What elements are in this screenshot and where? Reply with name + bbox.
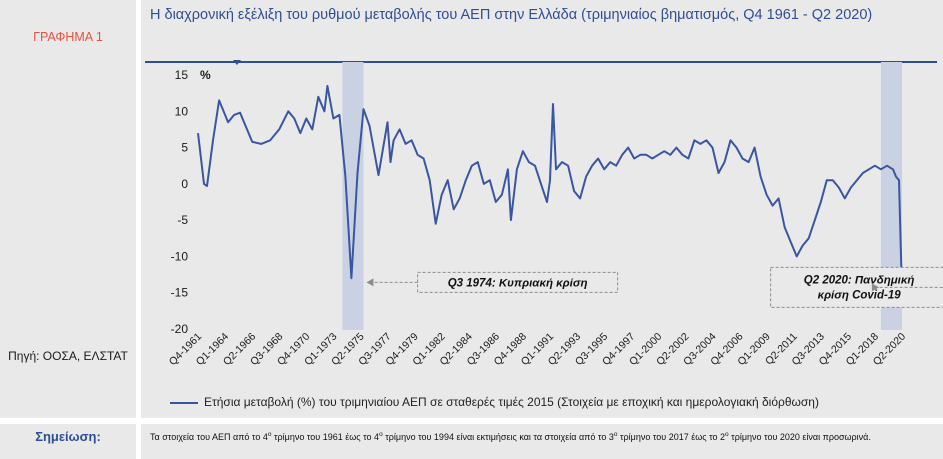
note-text-part: τρίμηνο του 1994 είναι εκτιμήσεις και τα…	[382, 432, 614, 442]
left-column	[0, 0, 136, 418]
note-text-part: Τα στοιχεία του ΑΕΠ από το 4	[150, 432, 268, 442]
legend-swatch	[170, 402, 198, 404]
title-divider	[145, 61, 937, 63]
y-tick-label: 0	[181, 177, 188, 191]
annotation-text: κρίση Covid-19	[818, 289, 902, 301]
annotation-box	[770, 266, 943, 308]
series-line	[197, 84, 903, 295]
note-sup: ο	[613, 431, 618, 438]
legend-label: Ετήσια μεταβολή (%) του τριμηνιαίου ΑΕΠ …	[204, 395, 819, 409]
note-label: Σημείωση:	[35, 429, 101, 444]
note-sup: ο	[379, 431, 383, 438]
y-tick-label: 5	[181, 141, 188, 155]
annotation-text: Q2 2020: Πανδημική	[804, 274, 915, 286]
shaded-period	[880, 62, 902, 330]
y-tick-label: -10	[171, 249, 189, 263]
y-tick-label: -20	[171, 322, 189, 336]
chart-panel	[141, 0, 943, 418]
title-divider-notch	[233, 60, 241, 65]
note-label-box	[0, 424, 136, 459]
line-chart: 151050-5-10-15-20%Q4-1961Q1-1964Q2-1966Q…	[167, 62, 943, 368]
shaded-period	[342, 62, 364, 330]
note-panel	[141, 424, 943, 459]
source-text: Πηγή: ΟΟΣΑ, ΕΛΣΤΑΤ	[8, 349, 128, 363]
legend: Ετήσια μεταβολή (%) του τριμηνιαίου ΑΕΠ …	[170, 394, 940, 412]
note-sup: ο	[267, 431, 272, 438]
y-tick-label: 15	[175, 68, 189, 82]
note-text-part: τρίμηνο του 2017 έως το 2	[617, 432, 726, 442]
note-text-part: τρίμηνο του 2020 είναι προσωρινά.	[728, 432, 871, 442]
y-tick-label: -15	[171, 286, 189, 300]
annotation-arrowhead	[871, 283, 879, 292]
chart-title: Η διαχρονική εξέλιξη του ρυθμού μεταβολή…	[150, 7, 873, 23]
chart-label: ΓΡΑΦΗΜΑ 1	[33, 30, 103, 44]
y-unit-label: %	[200, 68, 211, 82]
note-text-part: τρίμηνο του 1961 έως το 4	[271, 432, 380, 442]
annotation-arrowhead	[366, 278, 374, 287]
y-tick-label: 10	[175, 104, 189, 118]
annotation-text: Q3 1974: Κυπριακή κρίση	[448, 277, 588, 289]
note-sup: ο	[725, 431, 729, 438]
y-tick-label: -5	[177, 213, 188, 227]
note-text: Τα στοιχεία του ΑΕΠ από το 4ο τρίμηνο το…	[150, 429, 935, 443]
